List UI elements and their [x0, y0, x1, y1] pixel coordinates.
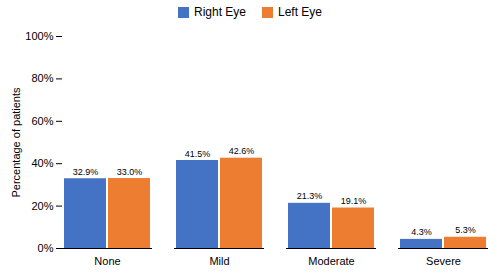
svg-text:41.5%: 41.5% — [185, 149, 211, 159]
html-text:Left Eye: Left Eye — [278, 5, 322, 19]
svg-text:100%: 100% — [25, 30, 53, 42]
svg-text:5.3%: 5.3% — [455, 225, 476, 235]
svg-text:Percentage of patients: Percentage of patients — [10, 87, 22, 198]
svg-text:0%: 0% — [38, 242, 54, 254]
svg-text:4.3%: 4.3% — [411, 227, 432, 237]
svg-text:21.3%: 21.3% — [297, 191, 323, 201]
svg-text:42.6%: 42.6% — [229, 146, 255, 156]
svg-text:20%: 20% — [31, 200, 53, 212]
svg-text:32.9%: 32.9% — [73, 167, 99, 177]
svg-text:Moderate: Moderate — [308, 255, 354, 267]
svg-text:60%: 60% — [31, 115, 53, 127]
svg-text:33.0%: 33.0% — [117, 167, 143, 177]
svg-text:40%: 40% — [31, 157, 53, 169]
svg-text:80%: 80% — [31, 72, 53, 84]
svg-text:None: None — [94, 255, 120, 267]
svg-text:Mild: Mild — [209, 255, 229, 267]
html-text:Right Eye: Right Eye — [194, 5, 246, 19]
svg-text:Severe: Severe — [426, 255, 461, 267]
svg-text:19.1%: 19.1% — [341, 196, 367, 206]
